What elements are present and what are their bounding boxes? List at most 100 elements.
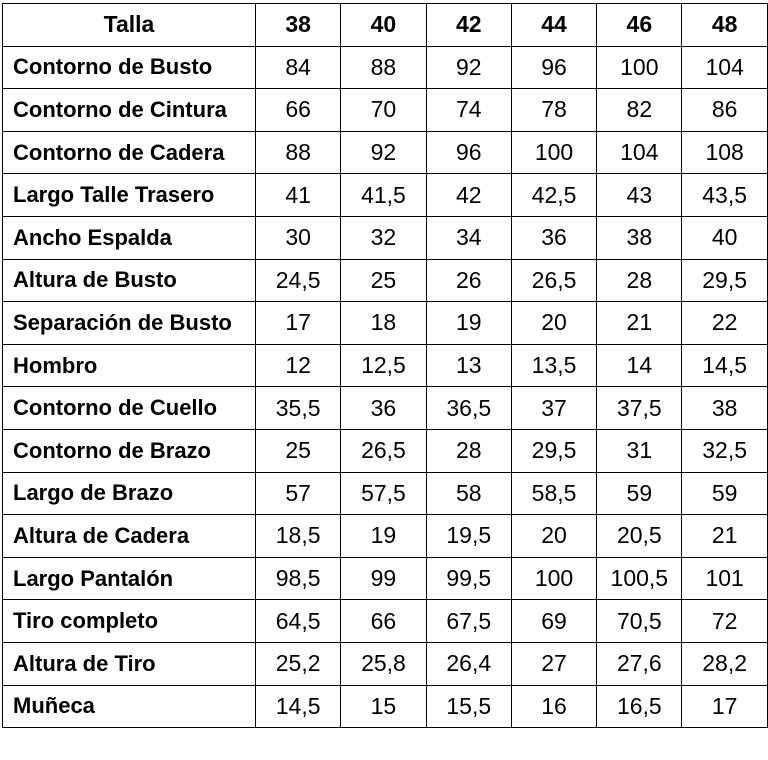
measurement-value: 58,5 bbox=[510, 471, 598, 516]
measurement-value: 25,2 bbox=[254, 641, 342, 686]
table-row: Contorno de Busto 84 88 92 96 100 104 bbox=[2, 45, 768, 90]
measurement-value: 21 bbox=[681, 514, 768, 558]
measurement-value: 74 bbox=[425, 88, 512, 132]
measurement-value: 29,5 bbox=[510, 428, 598, 473]
header-size-cell: 46 bbox=[596, 3, 683, 47]
measurement-value: 26 bbox=[425, 258, 512, 303]
measurement-value: 25 bbox=[254, 428, 342, 473]
measurement-value: 43,5 bbox=[681, 173, 768, 217]
measurement-value: 26,5 bbox=[510, 258, 598, 303]
measurement-value: 42 bbox=[425, 173, 512, 217]
measurement-value: 20 bbox=[510, 301, 598, 345]
measurement-value: 36 bbox=[340, 386, 427, 430]
measurement-value: 29,5 bbox=[681, 258, 768, 303]
measurement-value: 28 bbox=[596, 258, 683, 303]
measurement-value: 26,4 bbox=[425, 641, 512, 686]
table-row: Contorno de Cadera 88 92 96 100 104 108 bbox=[2, 130, 768, 175]
measurement-value: 104 bbox=[596, 130, 683, 175]
table-row: Largo Talle Trasero 41 41,5 42 42,5 43 43,5 bbox=[2, 173, 768, 217]
measurement-value: 20 bbox=[510, 514, 598, 558]
measurement-label: Contorno de Brazo bbox=[2, 428, 256, 473]
measurement-value: 27,6 bbox=[596, 641, 683, 686]
measurement-value: 28 bbox=[425, 428, 512, 473]
measurement-value: 30 bbox=[254, 215, 342, 260]
measurement-value: 12,5 bbox=[340, 343, 427, 388]
table-row: Contorno de Cintura 66 70 74 78 82 86 bbox=[2, 88, 768, 132]
table-row: Tiro completo 64,5 66 67,5 69 70,5 72 bbox=[2, 599, 768, 643]
measurement-value: 15,5 bbox=[425, 684, 512, 729]
measurement-value: 59 bbox=[681, 471, 768, 516]
measurement-value: 40 bbox=[681, 215, 768, 260]
measurement-value: 28,2 bbox=[681, 641, 768, 686]
measurement-value: 100 bbox=[510, 130, 598, 175]
measurement-value: 22 bbox=[681, 301, 768, 345]
measurement-value: 17 bbox=[254, 301, 342, 345]
measurement-label: Separación de Busto bbox=[2, 301, 256, 345]
measurement-label: Contorno de Cuello bbox=[2, 386, 256, 430]
measurement-value: 57,5 bbox=[340, 471, 427, 516]
table-row: Contorno de Brazo 25 26,5 28 29,5 31 32,5 bbox=[2, 428, 768, 473]
measurement-value: 66 bbox=[254, 88, 342, 132]
measurement-value: 70 bbox=[340, 88, 427, 132]
measurement-value: 42,5 bbox=[510, 173, 598, 217]
size-chart-table: Talla 38 40 42 44 46 48 Contorno de Bust… bbox=[2, 3, 768, 729]
measurement-value: 38 bbox=[596, 215, 683, 260]
measurement-value: 26,5 bbox=[340, 428, 427, 473]
table-row: Ancho Espalda 30 32 34 36 38 40 bbox=[2, 215, 768, 260]
measurement-value: 41,5 bbox=[340, 173, 427, 217]
measurement-label: Largo Pantalón bbox=[2, 556, 256, 601]
measurement-label: Altura de Cadera bbox=[2, 514, 256, 558]
measurement-value: 88 bbox=[340, 45, 427, 90]
measurement-value: 14,5 bbox=[681, 343, 768, 388]
header-size-cell: 48 bbox=[681, 3, 768, 47]
measurement-label: Tiro completo bbox=[2, 599, 256, 643]
table-body: Contorno de Busto 84 88 92 96 100 104 Contorno … bbox=[2, 45, 768, 729]
measurement-value: 18,5 bbox=[254, 514, 342, 558]
measurement-label: Contorno de Cadera bbox=[2, 130, 256, 175]
table-row: Largo Pantalón 98,5 99 99,5 100 100,5 101 bbox=[2, 556, 768, 601]
measurement-value: 17 bbox=[681, 684, 768, 729]
measurement-value: 24,5 bbox=[254, 258, 342, 303]
measurement-value: 92 bbox=[340, 130, 427, 175]
measurement-value: 36,5 bbox=[425, 386, 512, 430]
measurement-value: 21 bbox=[596, 301, 683, 345]
table-row: Separación de Busto 17 18 19 20 21 22 bbox=[2, 301, 768, 345]
measurement-value: 99,5 bbox=[425, 556, 512, 601]
measurement-value: 18 bbox=[340, 301, 427, 345]
measurement-value: 104 bbox=[681, 45, 768, 90]
header-size-cell: 44 bbox=[510, 3, 598, 47]
measurement-value: 86 bbox=[681, 88, 768, 132]
measurement-value: 72 bbox=[681, 599, 768, 643]
measurement-value: 43 bbox=[596, 173, 683, 217]
measurement-value: 88 bbox=[254, 130, 342, 175]
measurement-value: 58 bbox=[425, 471, 512, 516]
measurement-value: 99 bbox=[340, 556, 427, 601]
measurement-value: 70,5 bbox=[596, 599, 683, 643]
measurement-value: 25 bbox=[340, 258, 427, 303]
measurement-value: 34 bbox=[425, 215, 512, 260]
measurement-value: 25,8 bbox=[340, 641, 427, 686]
measurement-label: Altura de Busto bbox=[2, 258, 256, 303]
measurement-value: 36 bbox=[510, 215, 598, 260]
measurement-value: 69 bbox=[510, 599, 598, 643]
measurement-label: Contorno de Busto bbox=[2, 45, 256, 90]
measurement-value: 19 bbox=[425, 301, 512, 345]
table-row: Altura de Cadera 18,5 19 19,5 20 20,5 21 bbox=[2, 514, 768, 558]
measurement-label: Contorno de Cintura bbox=[2, 88, 256, 132]
measurement-value: 12 bbox=[254, 343, 342, 388]
measurement-value: 20,5 bbox=[596, 514, 683, 558]
measurement-value: 41 bbox=[254, 173, 342, 217]
measurement-value: 31 bbox=[596, 428, 683, 473]
measurement-value: 16,5 bbox=[596, 684, 683, 729]
measurement-label: Largo Talle Trasero bbox=[2, 173, 256, 217]
measurement-label: Altura de Tiro bbox=[2, 641, 256, 686]
measurement-value: 78 bbox=[510, 88, 598, 132]
measurement-value: 13 bbox=[425, 343, 512, 388]
measurement-value: 96 bbox=[425, 130, 512, 175]
measurement-value: 37 bbox=[510, 386, 598, 430]
measurement-value: 67,5 bbox=[425, 599, 512, 643]
measurement-value: 35,5 bbox=[254, 386, 342, 430]
measurement-value: 19 bbox=[340, 514, 427, 558]
table-row: Contorno de Cuello 35,5 36 36,5 37 37,5 38 bbox=[2, 386, 768, 430]
measurement-value: 32 bbox=[340, 215, 427, 260]
